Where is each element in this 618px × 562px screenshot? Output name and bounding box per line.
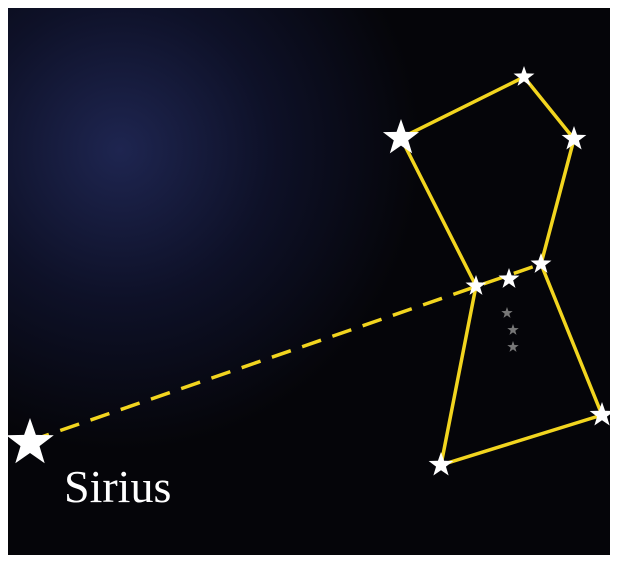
orion-illustration: Sirius — [0, 0, 618, 562]
star-label: Sirius — [64, 461, 171, 512]
page: {"label": "Sirius"} Sirius (() => { cons… — [0, 0, 618, 562]
